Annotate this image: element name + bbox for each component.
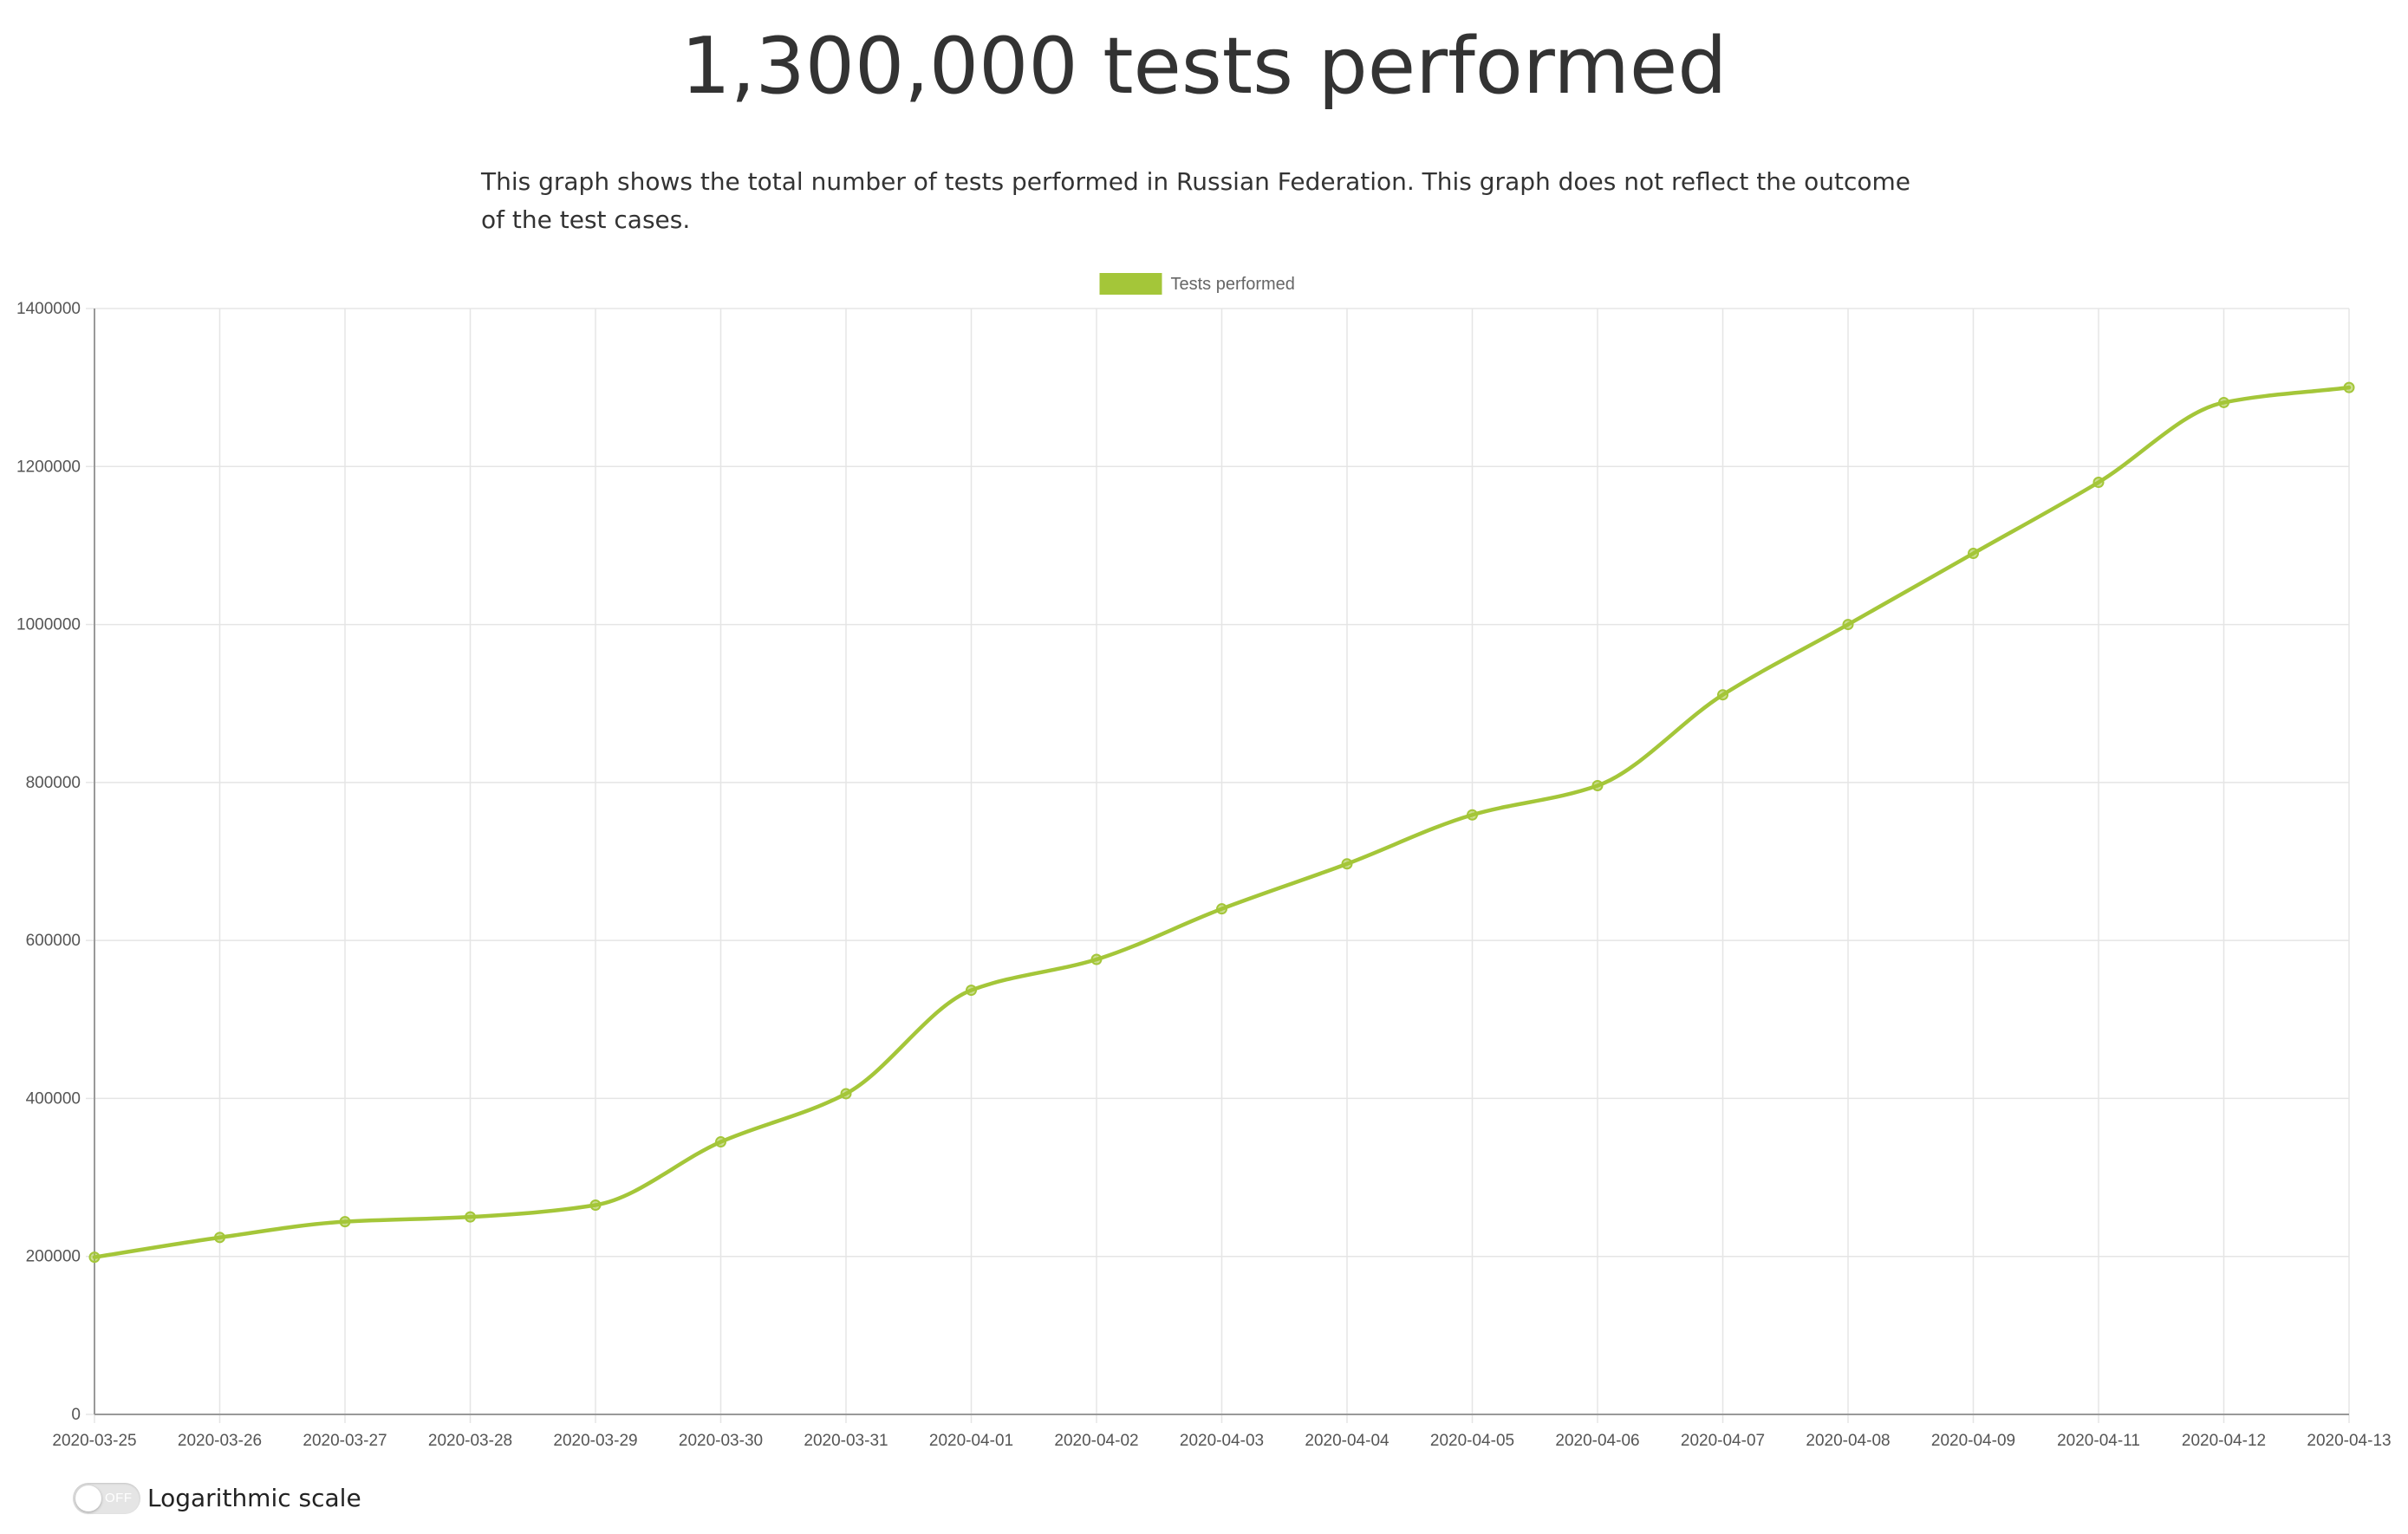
axes [86, 308, 2350, 1423]
x-tick-label: 2020-03-29 [553, 1432, 637, 1450]
log-scale-toggle[interactable]: OFF [73, 1483, 140, 1514]
x-tick-label: 2020-04-07 [1681, 1432, 1765, 1450]
y-tick-label: 200000 [26, 1248, 81, 1266]
data-point[interactable] [214, 1232, 225, 1244]
x-tick-label: 2020-03-27 [303, 1432, 387, 1450]
data-point[interactable] [1216, 903, 1227, 915]
data-point[interactable] [1842, 619, 1854, 631]
data-point[interactable] [2092, 477, 2105, 489]
y-tick-label: 1200000 [16, 458, 81, 476]
x-tick-label: 2020-04-09 [1931, 1432, 2015, 1450]
toggle-state-label: OFF [105, 1491, 133, 1505]
x-tick-label: 2020-04-01 [929, 1432, 1013, 1450]
x-tick-label: 2020-03-25 [52, 1432, 136, 1450]
data-point[interactable] [840, 1088, 852, 1100]
log-scale-label: Logarithmic scale [147, 1484, 361, 1512]
x-tick-label: 2020-04-11 [2057, 1432, 2140, 1450]
x-tick-label: 2020-03-30 [679, 1432, 763, 1450]
x-tick-label: 2020-03-28 [428, 1432, 512, 1450]
y-tick-label: 800000 [26, 774, 81, 792]
data-point[interactable] [1717, 689, 1728, 701]
y-tick-labels: 0 200000 400000 600000 800000 1000000 1200000 1… [16, 300, 81, 1424]
grid-lines [94, 308, 2350, 1414]
data-point[interactable] [1090, 953, 1103, 965]
series-tests-performed [88, 381, 2355, 1264]
data-point[interactable] [88, 1251, 101, 1264]
x-tick-label: 2020-04-03 [1180, 1432, 1264, 1450]
y-tick-label: 1000000 [16, 616, 81, 634]
x-tick-label: 2020-04-12 [2182, 1432, 2266, 1450]
x-tick-label: 2020-04-08 [1806, 1432, 1890, 1450]
data-point[interactable] [339, 1216, 351, 1228]
legend-swatch[interactable] [1099, 273, 1162, 295]
data-point[interactable] [1968, 548, 1979, 560]
y-tick-label: 0 [71, 1406, 81, 1424]
x-tick-label: 2020-04-04 [1305, 1432, 1389, 1450]
x-tick-labels: 2020-03-25 2020-03-26 2020-03-27 2020-03-28… [52, 1432, 2391, 1450]
data-point[interactable] [1341, 858, 1353, 870]
page-title: 1,300,000 tests performed [680, 21, 1728, 112]
x-tick-label: 2020-03-31 [804, 1432, 888, 1450]
tests-line-chart: 0 200000 400000 600000 800000 1000000 1200000 1… [16, 273, 2392, 1450]
legend[interactable]: Tests performed [1099, 273, 1295, 295]
chart-description: This graph shows the total number of tes… [481, 167, 1911, 234]
x-tick-label: 2020-04-02 [1054, 1432, 1138, 1450]
x-tick-label: 2020-04-13 [2307, 1432, 2391, 1450]
x-tick-label: 2020-04-06 [1555, 1432, 1639, 1450]
data-point[interactable] [1467, 809, 1478, 821]
data-point[interactable] [1591, 780, 1604, 792]
x-tick-label: 2020-03-26 [178, 1432, 262, 1450]
y-tick-label: 400000 [26, 1089, 81, 1108]
x-tick-label: 2020-04-05 [1430, 1432, 1514, 1450]
data-point[interactable] [966, 985, 977, 997]
data-point[interactable] [589, 1199, 602, 1211]
toggle-knob [75, 1485, 101, 1511]
y-tick-label: 600000 [26, 932, 81, 950]
data-point[interactable] [465, 1211, 476, 1223]
y-tick-label: 1400000 [16, 300, 81, 318]
data-point[interactable] [2343, 381, 2355, 393]
data-point[interactable] [2218, 396, 2229, 408]
data-point[interactable] [715, 1136, 726, 1148]
legend-label[interactable]: Tests performed [1171, 275, 1295, 294]
